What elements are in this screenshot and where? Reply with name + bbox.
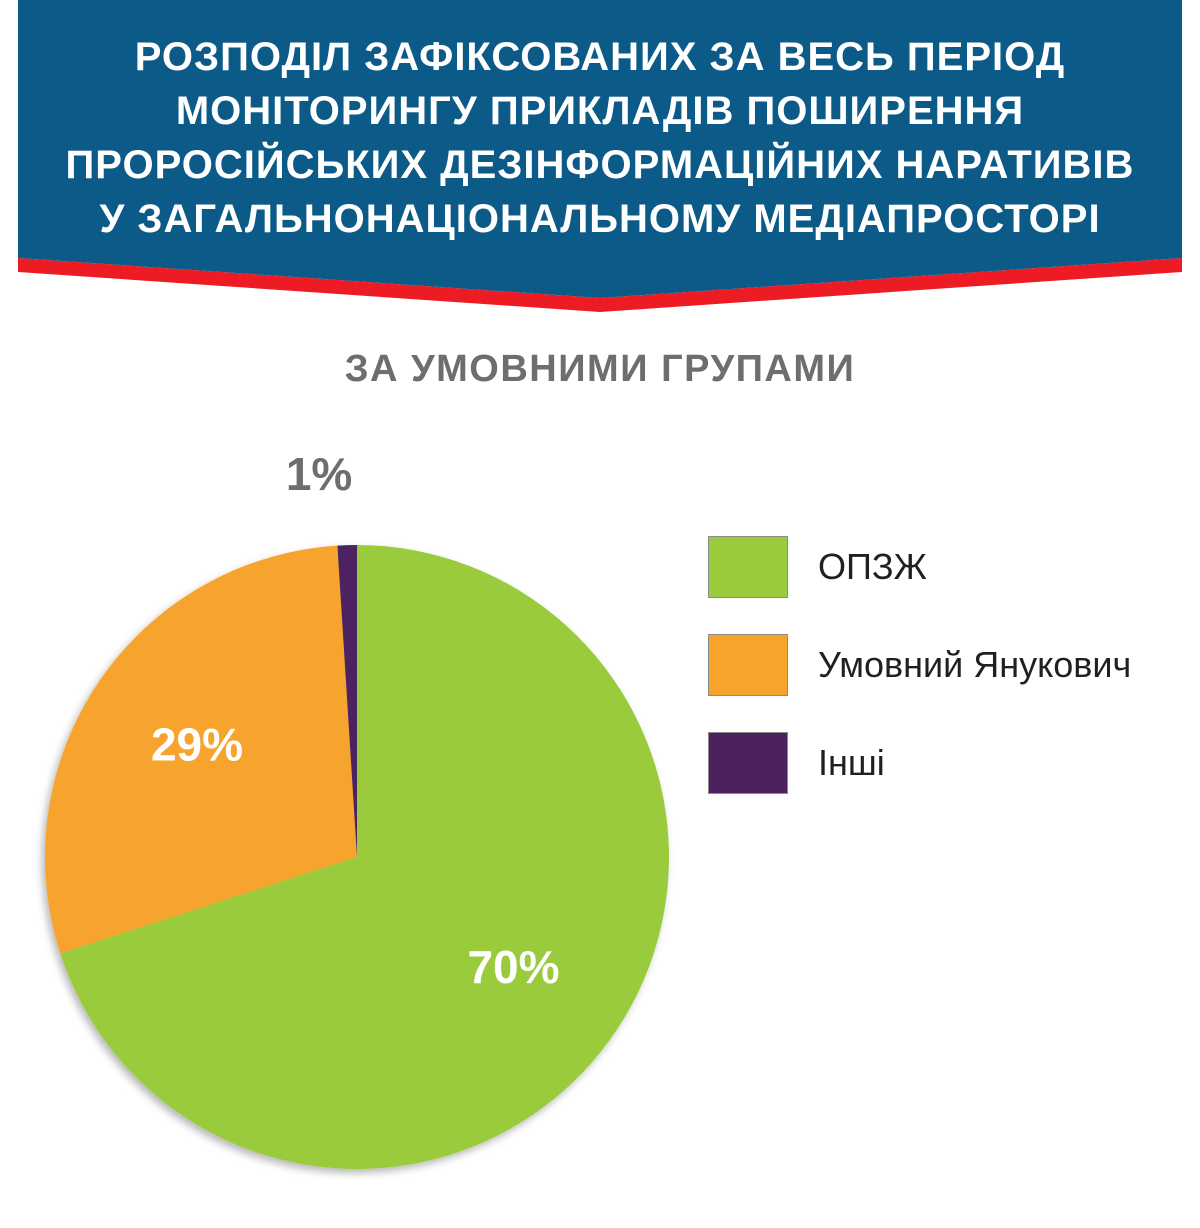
chart-title: РОЗПОДІЛ ЗАФІКСОВАНИХ ЗА ВЕСЬ ПЕРІОД МОН…	[18, 30, 1182, 246]
title-line-4: У ЗАГАЛЬНОНАЦІОНАЛЬНОМУ МЕДІАПРОСТОРІ	[99, 197, 1101, 241]
pie-label-yanukovych: 29%	[151, 718, 243, 770]
pie-slices	[45, 545, 670, 1169]
pie-slice-opzzh	[60, 545, 670, 1169]
title-line-2: МОНІТОРИНГУ ПРИКЛАДІВ ПОШИРЕННЯ	[175, 89, 1025, 133]
legend-item-others: Інші	[708, 732, 1188, 796]
legend-label-others: Інші	[818, 742, 885, 783]
legend-item-yanukovych: Умовний Янукович	[708, 634, 1188, 698]
pie-label-opzzh: 70%	[467, 941, 559, 993]
pie-slice-others	[337, 545, 357, 857]
legend-swatch-yanukovych	[708, 634, 788, 696]
legend: ОПЗЖ Умовний Янукович Інші	[708, 536, 1188, 830]
chart-subtitle: ЗА УМОВНИМИ ГРУПАМИ	[344, 348, 856, 390]
legend-item-opzzh: ОПЗЖ	[708, 536, 1188, 600]
header-red-stripe	[18, 258, 1182, 312]
pie-slice-yanukovych	[45, 545, 357, 954]
pie-chart: 70% 29% 1%	[45, 448, 670, 1169]
header-banner: РОЗПОДІЛ ЗАФІКСОВАНИХ ЗА ВЕСЬ ПЕРІОД МОН…	[18, 0, 1182, 312]
title-line-3: ПРОРОСІЙСЬКИХ ДЕЗІНФОРМАЦІЙНИХ НАРАТИВІВ	[65, 143, 1135, 187]
legend-swatch-opzzh	[708, 536, 788, 598]
header-banner-shape	[18, 0, 1182, 312]
legend-label-yanukovych: Умовний Янукович	[818, 644, 1132, 685]
legend-label-opzzh: ОПЗЖ	[818, 546, 927, 587]
legend-swatch-others	[708, 732, 788, 794]
pie-label-others: 1%	[286, 448, 352, 500]
header-background	[18, 0, 1182, 298]
title-line-1: РОЗПОДІЛ ЗАФІКСОВАНИХ ЗА ВЕСЬ ПЕРІОД	[134, 35, 1066, 79]
